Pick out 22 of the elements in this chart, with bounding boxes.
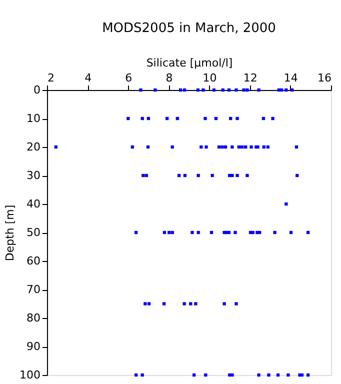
x-tick-label: 14 bbox=[284, 72, 298, 84]
y-tick-label: 50 bbox=[26, 226, 40, 239]
x-tick-label: 8 bbox=[166, 72, 173, 84]
y-tick-label: 40 bbox=[26, 198, 40, 210]
x-tick-label: 2 bbox=[48, 72, 54, 84]
y-tick-label: 20 bbox=[26, 140, 40, 154]
x-tick-label: 4 bbox=[84, 72, 92, 84]
x-tick-label: 12 bbox=[243, 72, 258, 84]
x-tick-label: 6 bbox=[125, 72, 132, 84]
y-tick-label: 90 bbox=[26, 340, 40, 353]
chart-title: MODS2005 in March, 2000 bbox=[102, 21, 276, 36]
y-axis-title: Depth [m] bbox=[4, 204, 17, 262]
y-tick-label: 10 bbox=[26, 112, 40, 125]
y-tick-label: 80 bbox=[26, 312, 40, 324]
y-tick-label: 0 bbox=[34, 84, 40, 96]
y-tick-label: 70 bbox=[26, 283, 40, 296]
y-tick-label: 30 bbox=[26, 169, 40, 182]
x-axis-title: Silicate [µmol/l] bbox=[146, 56, 233, 70]
x-tick-label: 10 bbox=[202, 72, 217, 84]
y-tick-label: 100 bbox=[20, 368, 40, 382]
x-tick-label: 16 bbox=[318, 72, 332, 84]
y-tick-label: 60 bbox=[26, 254, 40, 268]
